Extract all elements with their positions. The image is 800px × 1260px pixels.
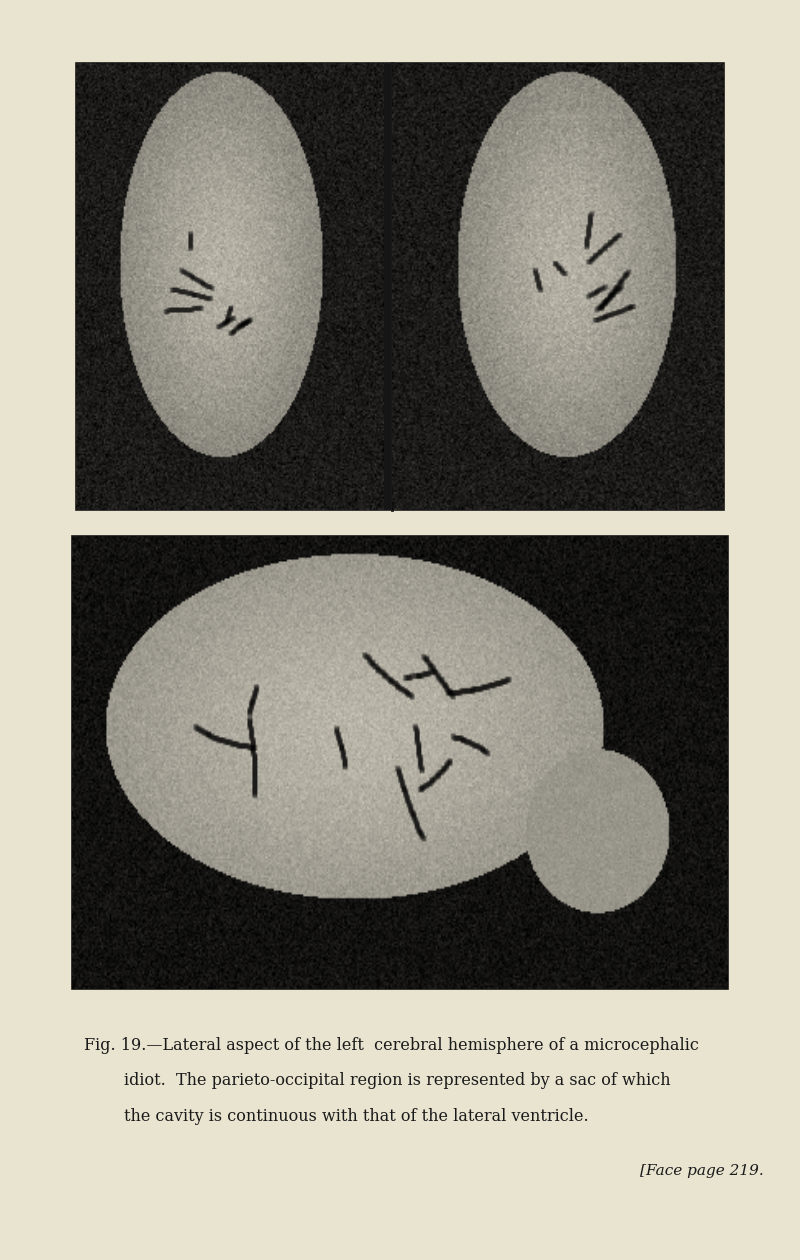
Text: Fig. 18.—Mesial aspect of the hemispheres shown in Figs. 16 and 17.: Fig. 18.—Mesial aspect of the hemisphere… [117, 558, 683, 575]
Text: idiot.  The parieto-occipital region is represented by a sac of which: idiot. The parieto-occipital region is r… [124, 1072, 670, 1089]
Text: Fig. 19.—Lateral aspect of the left  cerebral hemisphere of a microcephalic: Fig. 19.—Lateral aspect of the left cere… [84, 1037, 699, 1053]
Bar [76, 63, 724, 510]
Text: the cavity is continuous with that of the lateral ventricle.: the cavity is continuous with that of th… [124, 1108, 589, 1124]
Bar [72, 536, 728, 989]
Text: [Face page 219.: [Face page 219. [640, 1164, 764, 1178]
